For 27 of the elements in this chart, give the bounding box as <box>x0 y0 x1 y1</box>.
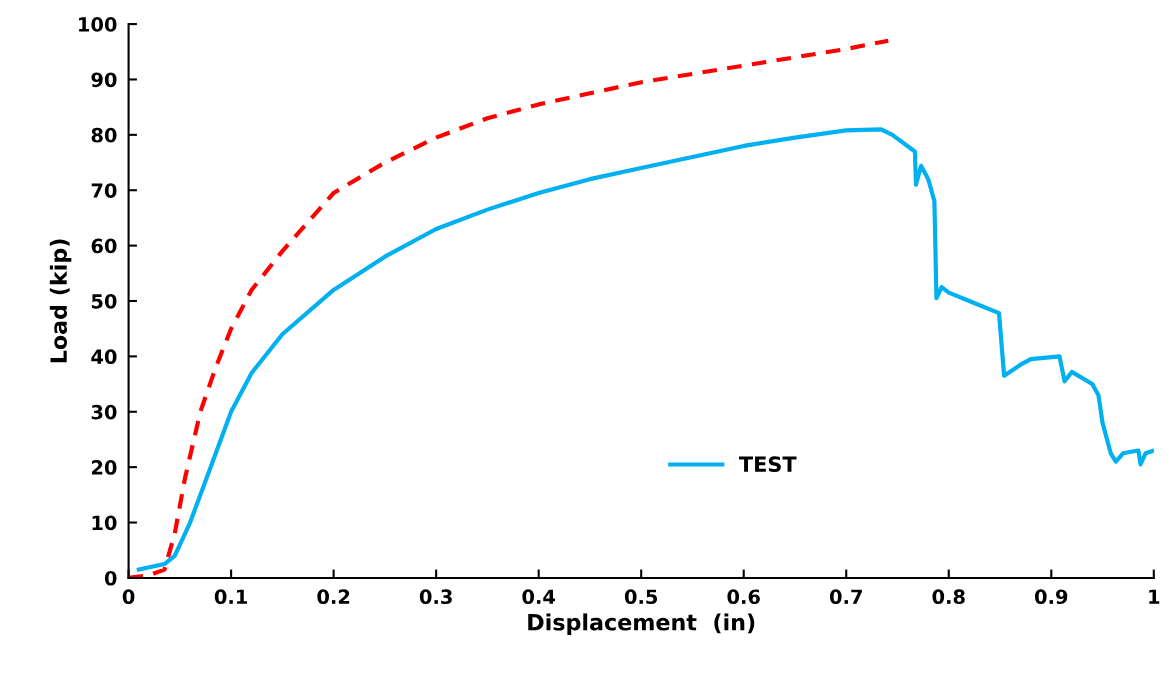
x-tick-label: 0.7 <box>829 589 862 605</box>
x-tick-label: 0 <box>122 589 135 605</box>
x-axis-title: Displacement (in) <box>528 613 755 635</box>
y-tick-label: 80 <box>91 127 117 143</box>
y-axis-title: Load (kip) <box>49 239 72 363</box>
x-tick-label: 0.1 <box>214 589 247 605</box>
x-tick-label: 0.8 <box>932 589 965 605</box>
x-tick-label: 1 <box>1149 589 1160 604</box>
y-tick-label: 10 <box>92 515 117 531</box>
line-series <box>128 38 891 578</box>
x-tick-label: 0.5 <box>624 589 658 605</box>
y-tick-label: 50 <box>91 293 117 309</box>
y-tick-label: 20 <box>91 460 117 475</box>
x-tick-label: 0.2 <box>317 589 350 605</box>
y-tick-label: 30 <box>91 404 117 420</box>
line-series <box>136 127 1154 572</box>
y-tick-label: 90 <box>91 72 117 88</box>
y-tick-label: 100 <box>79 17 117 32</box>
legend-label: TEST <box>739 456 797 473</box>
x-tick-label: 0.6 <box>727 589 760 605</box>
y-tick-label: 0 <box>104 570 117 586</box>
x-tick-label: 0.4 <box>522 589 556 605</box>
x-tick-label: 0.3 <box>419 589 452 605</box>
y-tick-label: 60 <box>91 238 117 254</box>
x-tick-label: 0.9 <box>1034 589 1068 605</box>
y-tick-label: 70 <box>91 183 117 198</box>
y-tick-label: 40 <box>91 349 117 365</box>
